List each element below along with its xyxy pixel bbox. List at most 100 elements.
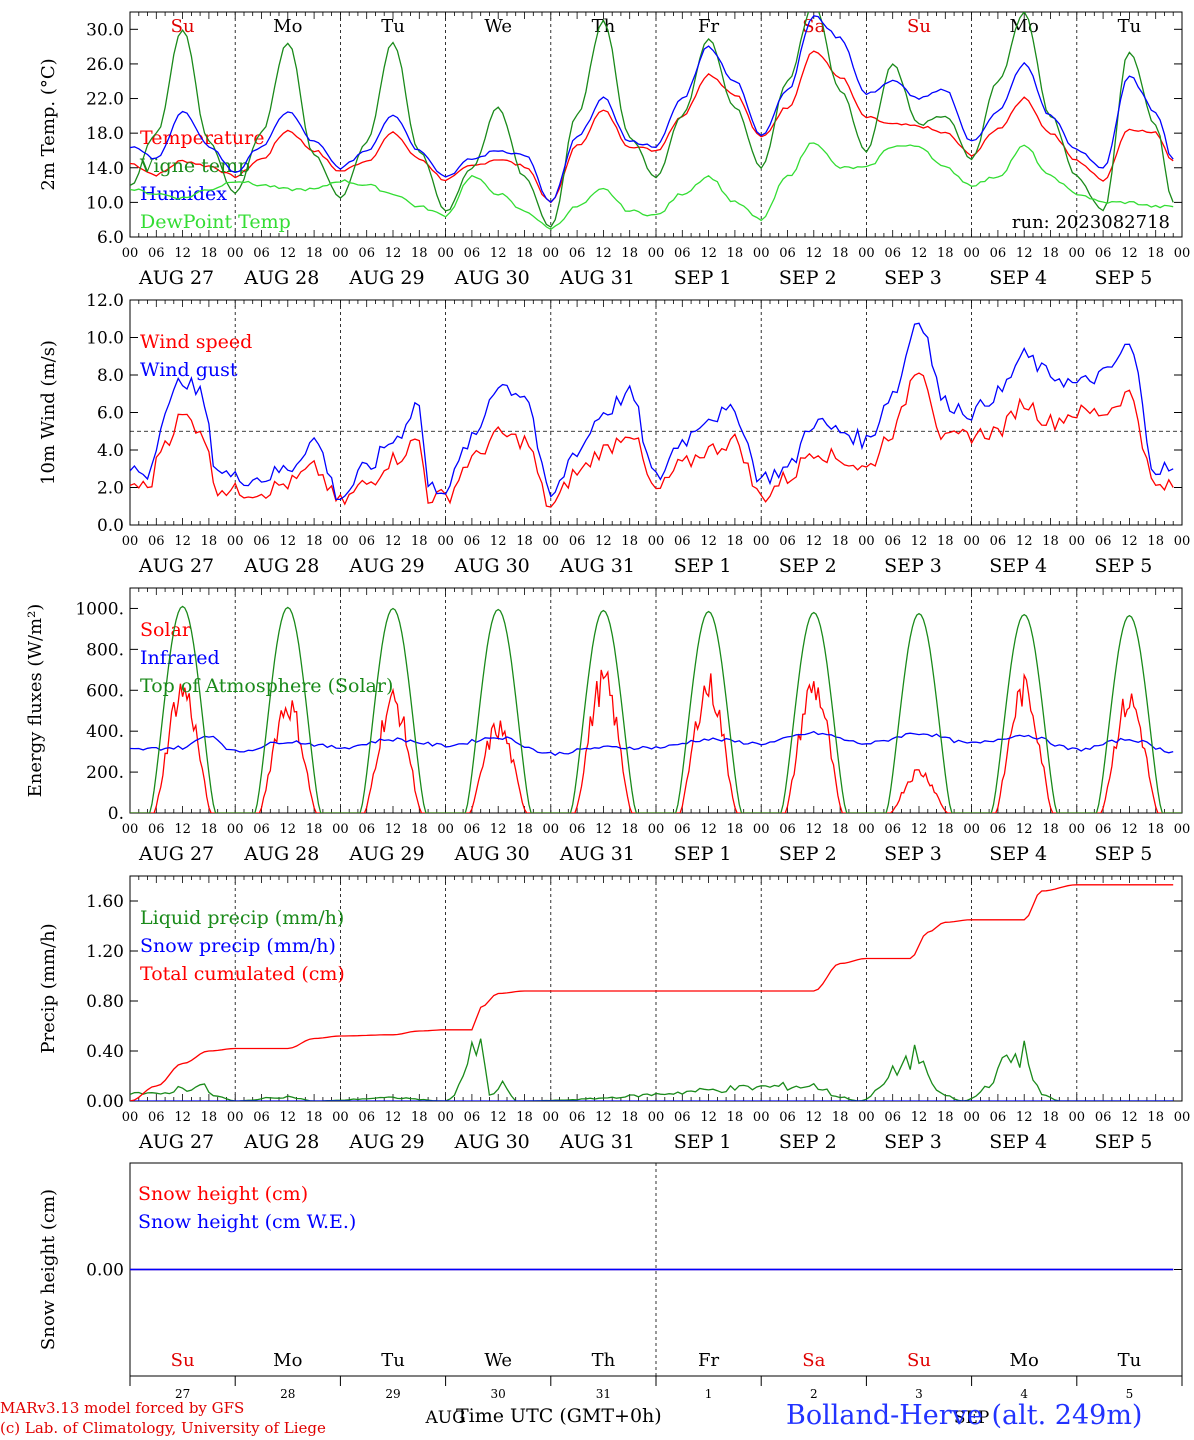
hour-tick-label: 18	[727, 1110, 744, 1125]
y-tick-label: 26.0	[86, 55, 124, 75]
hour-tick-label: 18	[306, 1110, 323, 1125]
day-number: 1	[705, 1387, 713, 1401]
date-label: SEP 2	[779, 1131, 837, 1153]
series-line-humidex	[130, 15, 1174, 204]
hour-tick-label: 12	[700, 534, 717, 549]
hour-tick-label: 18	[1042, 822, 1059, 837]
hour-tick-label: 00	[753, 822, 770, 837]
hour-tick-label: 18	[727, 246, 744, 261]
hour-tick-label: 12	[1016, 246, 1033, 261]
hour-tick-label: 06	[464, 822, 481, 837]
hour-tick-label: 12	[490, 246, 507, 261]
weekday-label: Th	[592, 16, 616, 37]
station-label: Bolland-Herve (alt. 249m)	[786, 1400, 1143, 1431]
hour-tick-label: 18	[306, 822, 323, 837]
weekday-label: Tu	[381, 1350, 405, 1371]
hour-tick-label: 12	[595, 534, 612, 549]
month-label: SEP	[954, 1408, 990, 1428]
hour-tick-label: 18	[201, 246, 218, 261]
y-tick-label: 4.0	[97, 441, 124, 461]
legend-item: Wind gust	[140, 359, 238, 381]
series-line-liquid-precip-mm-h-	[130, 1038, 1174, 1101]
series-line-wind-gust	[130, 322, 1174, 501]
date-label: SEP 5	[1094, 1131, 1152, 1153]
y-tick-label: 6.0	[97, 404, 124, 424]
day-number: 2	[810, 1387, 818, 1401]
date-label: SEP 5	[1094, 555, 1152, 577]
series-line-dewpoint-temp	[130, 142, 1174, 231]
hour-tick-label: 06	[779, 822, 796, 837]
hour-tick-label: 00	[437, 822, 454, 837]
series-line-wind-speed	[130, 372, 1174, 508]
date-label: AUG 29	[348, 267, 424, 289]
hour-tick-label: 06	[1095, 822, 1112, 837]
hour-tick-label: 00	[543, 822, 560, 837]
hour-tick-label: 06	[464, 534, 481, 549]
hour-tick-label: 12	[174, 246, 191, 261]
weekday-label: Tu	[381, 16, 405, 37]
x-minor-ticks	[129, 588, 1183, 813]
hour-tick-label: 00	[1069, 822, 1086, 837]
hour-tick-label: 00	[648, 1110, 665, 1125]
hour-tick-label: 18	[201, 534, 218, 549]
hour-tick-label: 18	[621, 246, 638, 261]
hour-tick-label: 18	[306, 534, 323, 549]
weekday-label: Fr	[698, 16, 719, 37]
series-line-temperature	[130, 50, 1174, 204]
hour-tick-label: 00	[437, 246, 454, 261]
y-tick-label: 1.60	[86, 892, 124, 912]
date-label: SEP 3	[884, 267, 942, 289]
y-tick-label: 0.40	[86, 1042, 124, 1062]
y-tick-label: 0.0	[97, 516, 124, 536]
hour-tick-label: 12	[490, 534, 507, 549]
hour-tick-label: 18	[411, 534, 428, 549]
weekday-label: Mo	[273, 16, 302, 37]
hour-tick-label: 18	[1147, 534, 1164, 549]
date-label: SEP 4	[989, 555, 1047, 577]
hour-tick-label: 00	[122, 246, 139, 261]
hour-tick-label: 18	[411, 246, 428, 261]
date-label: SEP 5	[1094, 267, 1152, 289]
hour-tick-label: 12	[174, 1110, 191, 1125]
hour-tick-label: 00	[963, 534, 980, 549]
hour-tick-label: 18	[516, 534, 533, 549]
x-minor-ticks	[129, 300, 1183, 525]
weekday-label: Su	[907, 16, 931, 37]
y-tick-label: 200.	[86, 763, 124, 783]
hour-tick-label: 00	[543, 534, 560, 549]
hour-tick-label: 18	[621, 822, 638, 837]
panel-frame-0	[129, 11, 1183, 238]
hour-tick-label: 12	[595, 1110, 612, 1125]
hour-tick-label: 18	[201, 1110, 218, 1125]
date-label: AUG 29	[348, 1131, 424, 1153]
legend-item: Wind speed	[140, 331, 252, 353]
hour-tick-label: 06	[990, 1110, 1007, 1125]
x-axis-title: Time UTC (GMT+0h)	[456, 1405, 662, 1427]
y-axis-label: Snow height (cm)	[38, 1189, 59, 1350]
hour-tick-label: 18	[727, 822, 744, 837]
hour-tick-label: 06	[884, 246, 901, 261]
date-label: AUG 28	[243, 267, 319, 289]
hour-tick-label: 00	[122, 534, 139, 549]
date-label: AUG 31	[559, 843, 635, 865]
y-tick-label: 12.0	[86, 291, 124, 311]
weekday-label: Fr	[698, 1350, 719, 1371]
hour-tick-label: 12	[595, 822, 612, 837]
hour-tick-label: 00	[753, 246, 770, 261]
hour-tick-label: 06	[464, 246, 481, 261]
series-line-top-of-atmosphere-solar-	[130, 605, 1182, 813]
hour-tick-label: 18	[832, 246, 849, 261]
hour-tick-label: 00	[858, 1110, 875, 1125]
hour-tick-label: 06	[253, 822, 270, 837]
hour-tick-label: 12	[385, 822, 402, 837]
date-label: SEP 1	[674, 555, 732, 577]
panel-frame-2	[129, 587, 1183, 814]
hour-tick-label: 06	[358, 246, 375, 261]
hour-tick-label: 00	[332, 822, 349, 837]
weekday-label: Tu	[1118, 16, 1142, 37]
hour-tick-label: 12	[1016, 822, 1033, 837]
hour-tick-label: 06	[358, 1110, 375, 1125]
date-label: AUG 30	[454, 843, 530, 865]
hour-tick-label: 12	[1121, 534, 1138, 549]
hour-tick-label: 06	[990, 246, 1007, 261]
